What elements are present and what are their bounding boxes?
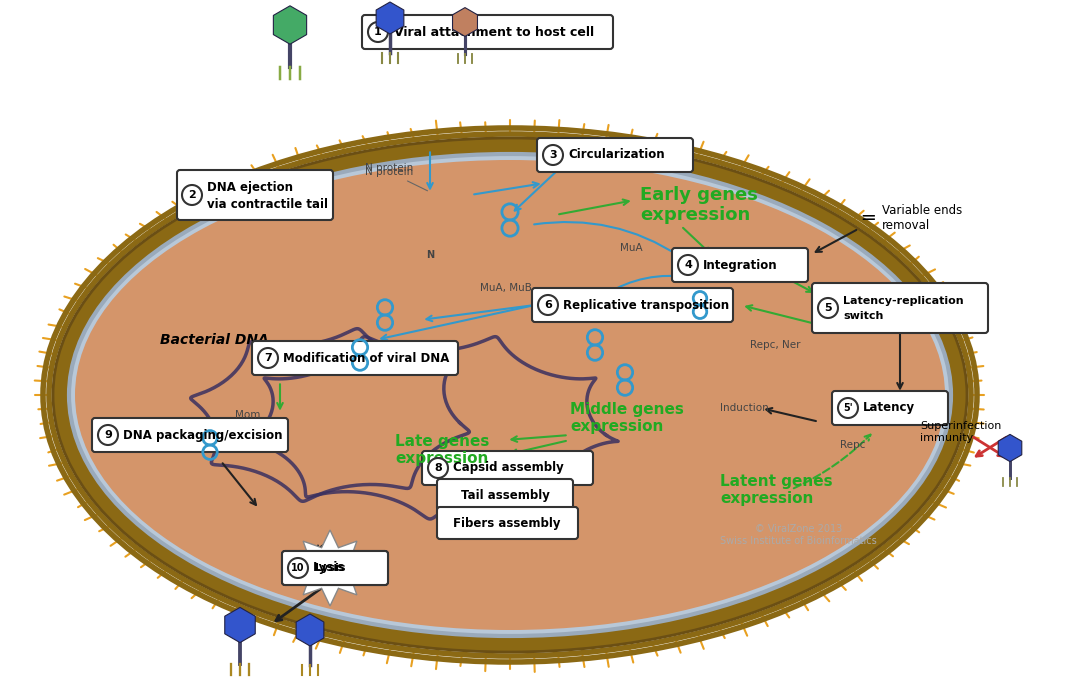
Circle shape <box>98 425 118 445</box>
Polygon shape <box>376 2 404 34</box>
FancyBboxPatch shape <box>362 15 613 49</box>
Circle shape <box>258 348 278 368</box>
Text: Lysis: Lysis <box>313 562 345 575</box>
Text: Superinfection
immunity: Superinfection immunity <box>920 421 1002 443</box>
Text: Latent genes
expression: Latent genes expression <box>721 474 833 506</box>
Text: DNA ejection: DNA ejection <box>207 182 293 194</box>
Text: MuA, MuB: MuA, MuB <box>480 283 532 293</box>
Text: 5': 5' <box>843 403 853 413</box>
Text: N: N <box>425 250 434 260</box>
Text: Lysis: Lysis <box>313 562 345 575</box>
Text: N protein: N protein <box>365 167 428 191</box>
Text: Early genes
expression: Early genes expression <box>640 186 758 224</box>
Text: 10: 10 <box>291 563 305 573</box>
Polygon shape <box>998 435 1022 462</box>
Circle shape <box>543 145 563 165</box>
Text: N protein: N protein <box>365 163 414 173</box>
Text: 4: 4 <box>684 260 692 270</box>
Text: 1: 1 <box>374 27 382 37</box>
Ellipse shape <box>75 160 945 630</box>
Text: ═: ═ <box>862 209 873 228</box>
Circle shape <box>288 558 308 578</box>
Polygon shape <box>296 614 324 646</box>
Circle shape <box>182 185 202 205</box>
Circle shape <box>538 295 558 315</box>
Text: 7: 7 <box>264 353 272 363</box>
FancyBboxPatch shape <box>252 341 458 375</box>
FancyBboxPatch shape <box>422 451 593 485</box>
Text: Capsid assembly: Capsid assembly <box>453 462 563 475</box>
Text: Integration: Integration <box>703 258 777 271</box>
Polygon shape <box>292 530 368 606</box>
FancyBboxPatch shape <box>537 138 693 172</box>
Text: 5: 5 <box>824 303 832 313</box>
Ellipse shape <box>53 138 967 652</box>
FancyBboxPatch shape <box>282 551 388 585</box>
Text: 3: 3 <box>549 150 557 160</box>
Polygon shape <box>452 7 478 37</box>
FancyBboxPatch shape <box>672 248 808 282</box>
Text: Induction: Induction <box>721 403 769 413</box>
FancyBboxPatch shape <box>92 418 288 452</box>
Text: Circularization: Circularization <box>568 148 665 162</box>
Text: Mom: Mom <box>235 410 261 420</box>
Polygon shape <box>274 6 307 44</box>
Text: Latency-replication: Latency-replication <box>843 296 963 306</box>
Circle shape <box>428 458 448 478</box>
Circle shape <box>838 398 858 418</box>
Circle shape <box>288 558 308 578</box>
Text: Viral attachment to host cell: Viral attachment to host cell <box>394 25 594 39</box>
FancyBboxPatch shape <box>437 479 573 511</box>
Text: Bacterial DNA: Bacterial DNA <box>160 333 268 347</box>
Text: Lysis: Lysis <box>314 563 345 573</box>
Text: Repc: Repc <box>840 440 866 450</box>
FancyBboxPatch shape <box>282 551 388 585</box>
FancyBboxPatch shape <box>832 391 948 425</box>
Text: © ViralZone 2013
Swiss Institute of Bioinformatics: © ViralZone 2013 Swiss Institute of Bioi… <box>721 524 877 546</box>
Text: MuA: MuA <box>620 243 642 253</box>
Text: Modification of viral DNA: Modification of viral DNA <box>283 352 449 364</box>
Text: 8: 8 <box>434 463 441 473</box>
Text: 10: 10 <box>291 563 306 573</box>
Ellipse shape <box>69 154 951 636</box>
FancyBboxPatch shape <box>437 507 578 539</box>
Text: Tail assembly: Tail assembly <box>461 488 549 502</box>
Text: Replicative transposition: Replicative transposition <box>563 299 729 311</box>
Text: 9: 9 <box>104 430 112 440</box>
Circle shape <box>678 255 698 275</box>
FancyBboxPatch shape <box>812 283 988 333</box>
Text: Fibers assembly: Fibers assembly <box>453 517 561 530</box>
Text: Repc, Ner: Repc, Ner <box>750 340 801 350</box>
Text: switch: switch <box>843 311 883 321</box>
Text: 6: 6 <box>544 300 552 310</box>
Polygon shape <box>224 607 255 643</box>
Text: Late genes
expression: Late genes expression <box>396 434 490 466</box>
FancyBboxPatch shape <box>177 170 334 220</box>
Text: 2: 2 <box>188 190 196 200</box>
Text: Variable ends
removal: Variable ends removal <box>882 204 962 232</box>
Text: DNA packaging/excision: DNA packaging/excision <box>123 428 282 441</box>
Text: via contractile tail: via contractile tail <box>207 197 328 211</box>
Text: Middle genes
expression: Middle genes expression <box>570 402 684 435</box>
Circle shape <box>818 298 838 318</box>
FancyBboxPatch shape <box>532 288 733 322</box>
Circle shape <box>368 22 388 42</box>
Text: Latency: Latency <box>863 401 915 415</box>
